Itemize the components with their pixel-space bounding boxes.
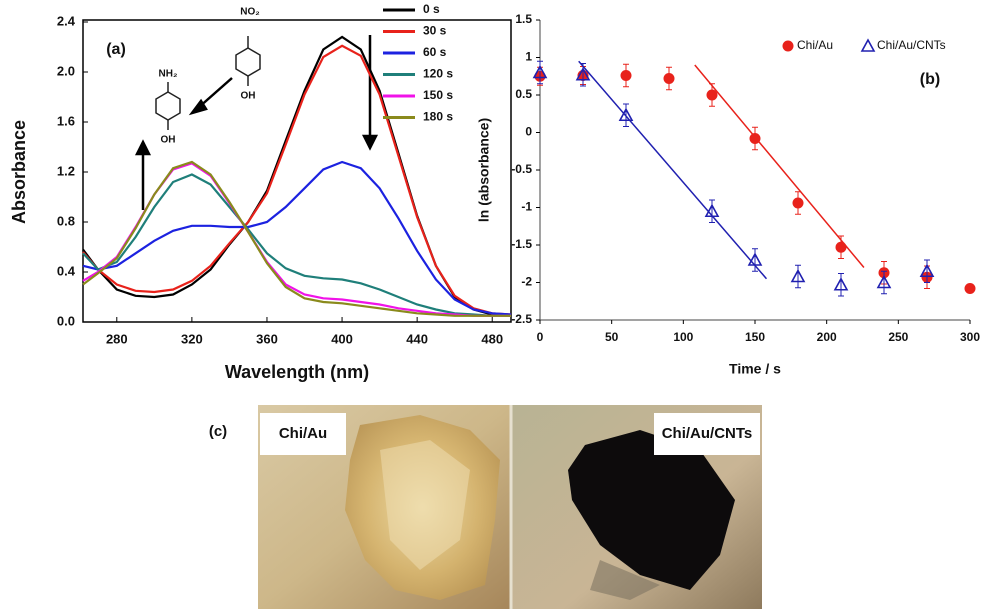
photo-label: Chi/Au/CNTs	[662, 425, 753, 442]
y-tick-label: -2	[521, 275, 532, 289]
x-tick-label: 480	[481, 331, 503, 346]
y-tick-label: 2.0	[57, 63, 75, 78]
x-axis-label: Wavelength (nm)	[225, 362, 369, 382]
x-tick-label: 300	[960, 330, 980, 344]
x-tick-label: 0	[537, 330, 544, 344]
y-tick-label: 0.8	[57, 213, 75, 228]
point	[707, 90, 718, 101]
legend-label: Chi/Au/CNTs	[877, 38, 946, 52]
annotation: OH	[161, 135, 176, 146]
y-tick-label: 1	[525, 50, 532, 64]
spectrum-line	[83, 162, 511, 316]
y-tick-label: -1	[521, 200, 532, 214]
y-tick-label: -0.5	[511, 162, 532, 176]
panel-title: (b)	[920, 71, 940, 88]
y-tick-label: 0.4	[57, 263, 76, 278]
y-tick-label: 0.0	[57, 313, 75, 328]
x-tick-label: 250	[888, 330, 908, 344]
legend-marker	[783, 41, 794, 52]
fit-line	[579, 61, 767, 279]
legend-label: 60 s	[423, 45, 447, 59]
fit-line	[695, 65, 864, 268]
x-tick-label: 360	[256, 331, 278, 346]
x-tick-label: 50	[605, 330, 619, 344]
panel-title: (a)	[106, 41, 126, 58]
x-tick-label: 320	[181, 331, 203, 346]
point	[621, 70, 632, 81]
y-tick-label: 1.6	[57, 113, 75, 128]
y-tick-label: 0	[525, 125, 532, 139]
annotation: OH	[241, 91, 256, 102]
y-tick-label: -2.5	[511, 312, 532, 326]
molecule-aminophenol	[156, 82, 180, 130]
y-tick-label: -1.5	[511, 237, 532, 251]
y-axis-label: ln (absorbance)	[476, 118, 492, 222]
legend-label: 30 s	[423, 24, 447, 38]
photo-label: Chi/Au	[279, 425, 327, 442]
y-tick-label: 1.5	[515, 12, 532, 26]
y-tick-label: 2.4	[57, 13, 76, 28]
x-tick-label: 440	[406, 331, 428, 346]
point	[750, 133, 761, 144]
y-tick-label: 0.5	[515, 87, 532, 101]
plot-frame	[83, 20, 511, 322]
point	[965, 283, 976, 294]
annotation: NH₂	[159, 69, 178, 80]
molecule-nitrophenol	[236, 36, 260, 86]
x-tick-label: 200	[817, 330, 837, 344]
legend-label: 120 s	[423, 67, 453, 81]
point	[836, 242, 847, 253]
x-tick-label: 280	[106, 331, 128, 346]
panel-label: (c)	[209, 423, 227, 440]
spectrum-line	[83, 46, 511, 315]
legend-label: Chi/Au	[797, 38, 833, 52]
annotation: NO₂	[240, 7, 259, 18]
point	[793, 198, 804, 209]
legend-marker	[862, 40, 874, 51]
legend-label: 0 s	[423, 2, 440, 16]
x-tick-label: 100	[673, 330, 693, 344]
y-axis-label: Absorbance	[9, 120, 29, 224]
x-axis-label: Time / s	[729, 361, 781, 377]
x-tick-label: 400	[331, 331, 353, 346]
y-tick-label: 1.2	[57, 163, 75, 178]
x-tick-label: 150	[745, 330, 765, 344]
legend-label: 180 s	[423, 110, 453, 124]
legend-label: 150 s	[423, 88, 453, 102]
point	[664, 73, 675, 84]
figure: (c) Chi/Au Chi/Au/CNTs 0.0 0.4 0.8 1.2 1.6 2.…	[0, 0, 987, 609]
